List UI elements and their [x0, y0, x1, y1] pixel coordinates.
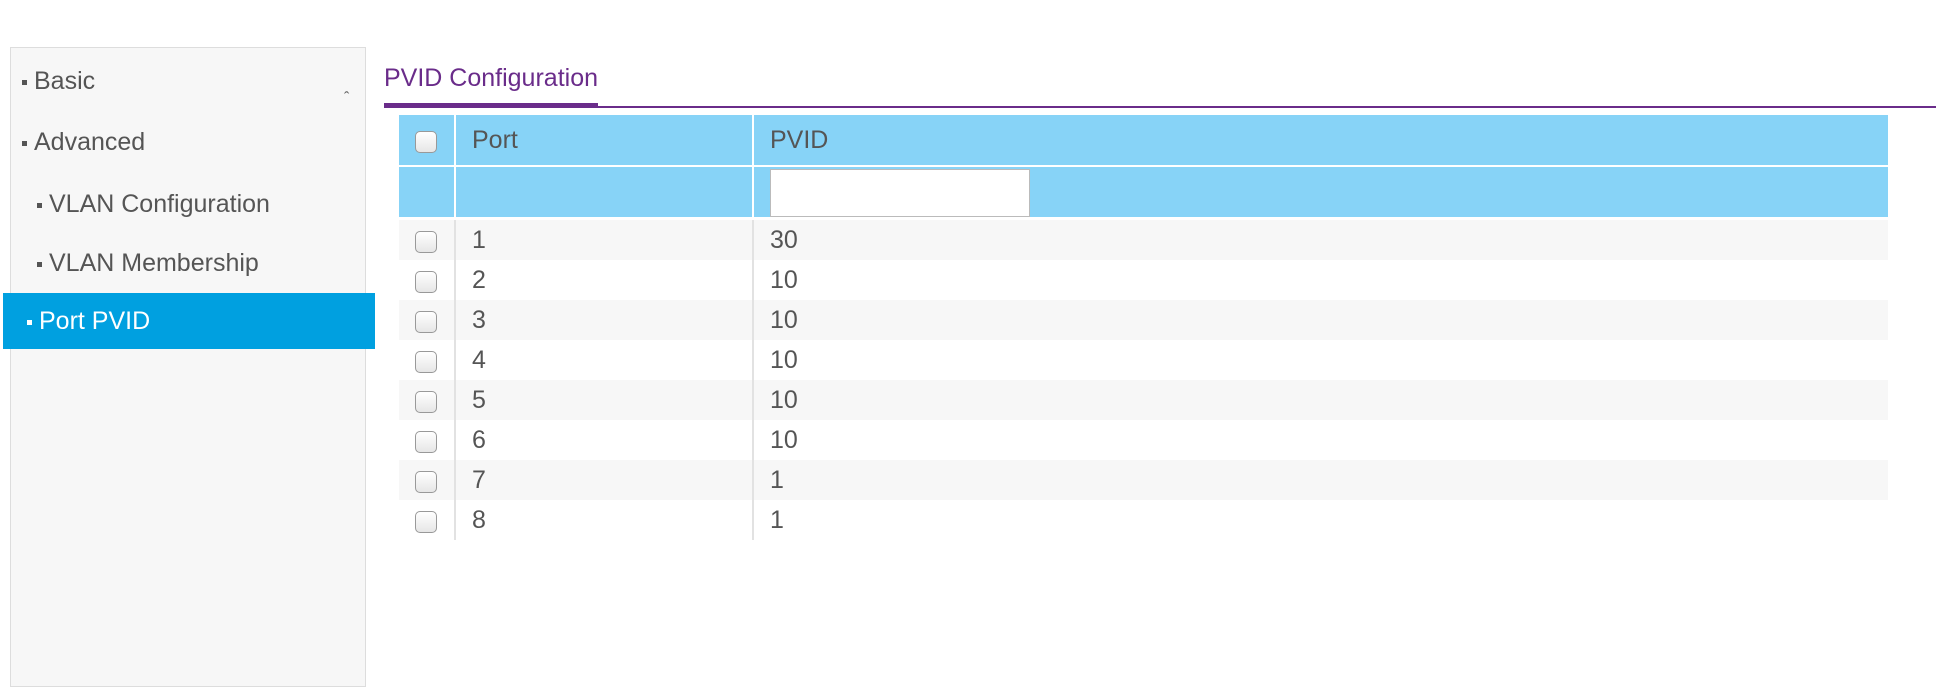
table-cell: 10	[770, 426, 798, 454]
table-cell: 10	[770, 306, 798, 334]
table-cell: 10	[770, 266, 798, 294]
table-row: 5 10	[399, 380, 1888, 420]
table-cell: 1	[456, 220, 754, 260]
column-header[interactable]: PVID	[770, 126, 829, 154]
nav-label: Advanced	[34, 128, 146, 156]
row-checkbox[interactable]	[415, 391, 437, 413]
bullet	[22, 140, 27, 146]
table-cell: 10	[770, 346, 798, 374]
nav-label: Port PVID	[39, 307, 151, 335]
nav-item[interactable]: VLAN Configuration	[37, 190, 270, 219]
checkbox-cell	[399, 220, 456, 260]
tab-rule	[384, 106, 1936, 108]
checkbox-cell	[399, 420, 456, 460]
table-cell: 6	[456, 420, 754, 460]
table-row: 3 10	[399, 300, 1888, 340]
table-cell: 1	[770, 466, 784, 494]
tab[interactable]: PVID Configuration	[384, 64, 599, 108]
nav-item[interactable]: Basic	[22, 67, 95, 96]
table-cell: 1	[770, 506, 784, 534]
nav-item[interactable]: VLAN Membership	[37, 249, 259, 278]
bullet	[22, 79, 27, 85]
table-cell: 30	[770, 226, 798, 254]
table-cell: 5	[456, 380, 754, 420]
bullet	[27, 319, 32, 325]
row-checkbox[interactable]	[415, 311, 437, 333]
row-checkbox[interactable]	[415, 431, 437, 453]
checkbox-cell	[399, 460, 456, 500]
table-row: 4 10	[399, 340, 1888, 380]
table-row: 2 10	[399, 260, 1888, 300]
pvid-filter-input[interactable]	[770, 169, 1030, 217]
collapse-caret[interactable]: ˆ	[344, 90, 350, 107]
table-row: 1 30	[399, 220, 1888, 260]
table-cell: 3	[456, 300, 754, 340]
checkbox-cell	[399, 500, 456, 540]
bullet	[37, 261, 42, 267]
table-cell: 8	[456, 500, 754, 540]
nav-label: VLAN Membership	[49, 249, 259, 277]
bullet	[37, 202, 42, 208]
table-cell: 10	[770, 386, 798, 414]
checkbox-cell	[399, 300, 456, 340]
checkbox-cell	[399, 260, 456, 300]
nav-item[interactable]: Advanced	[22, 128, 145, 157]
horizontal-rule	[399, 165, 1888, 167]
nav-item[interactable]: Port PVID	[3, 293, 375, 349]
row-checkbox[interactable]	[415, 351, 437, 373]
nav-label: Basic	[34, 67, 96, 95]
table-row: 6 10	[399, 420, 1888, 460]
header-row: Port PVID	[399, 115, 1888, 217]
nav-label: VLAN Configuration	[49, 190, 270, 218]
table-cell: 4	[456, 340, 754, 380]
row-checkbox[interactable]	[415, 231, 437, 253]
table-cell: 7	[456, 460, 754, 500]
checkbox-cell	[399, 340, 456, 380]
row-checkbox[interactable]	[415, 271, 437, 293]
sidebar	[10, 47, 366, 687]
table-cell: 2	[456, 260, 754, 300]
checkbox-cell	[399, 380, 456, 420]
select-all-checkbox[interactable]	[415, 131, 437, 153]
row-checkbox[interactable]	[415, 511, 437, 533]
row-checkbox[interactable]	[415, 471, 437, 493]
